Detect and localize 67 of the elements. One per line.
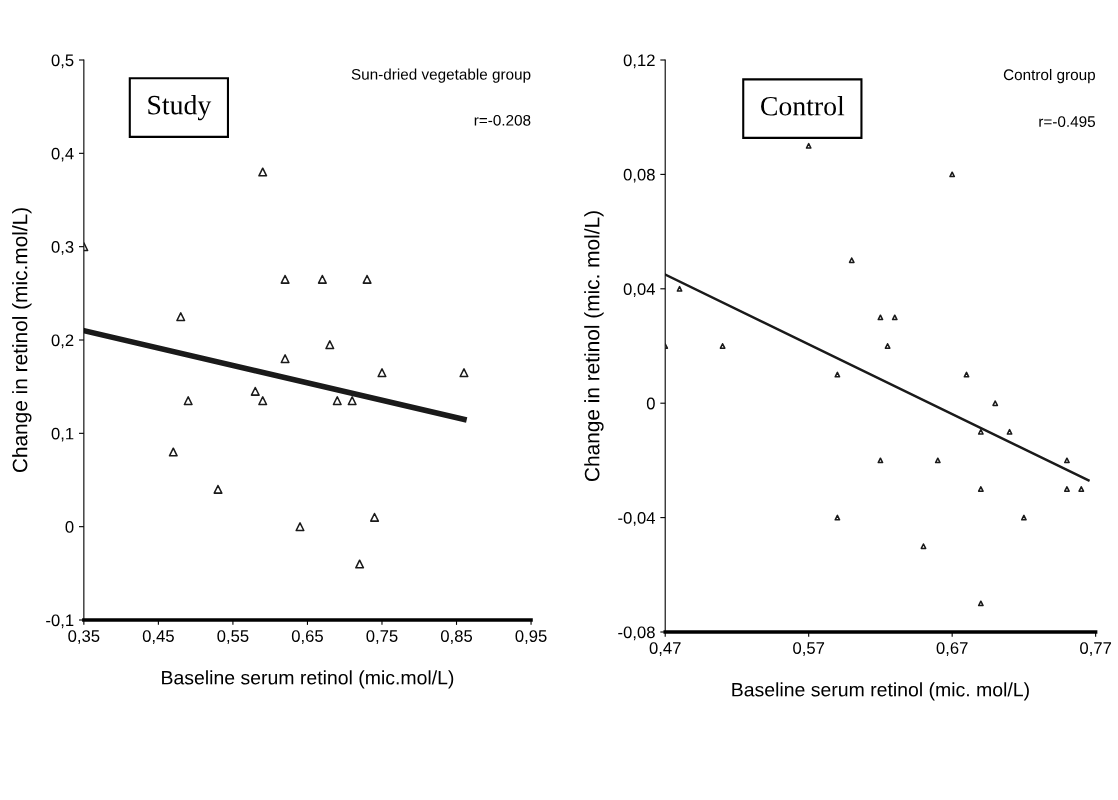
- point: [676, 285, 683, 292]
- point: [1006, 428, 1013, 435]
- x-tick-label: 0,57: [793, 642, 825, 656]
- point: [280, 354, 290, 364]
- point: [183, 396, 193, 406]
- y-tick-label: 0,04: [623, 283, 655, 297]
- point: [213, 484, 223, 494]
- y-tick-label: 0,08: [623, 168, 655, 183]
- point: [332, 396, 342, 406]
- y-tick-label: 0,5: [51, 54, 74, 69]
- point: [355, 559, 365, 569]
- point: [459, 368, 469, 378]
- x-tick-label: 0,95: [515, 630, 547, 644]
- x-tick-label: 0,55: [217, 630, 249, 644]
- y-tick-label: 0,12: [623, 54, 655, 69]
- y-axis-title: Change in retinol (mic.mol/L): [12, 208, 32, 473]
- point: [977, 486, 984, 492]
- point: [834, 514, 841, 521]
- point: [805, 142, 812, 149]
- x-tick-label: 0,47: [649, 642, 681, 656]
- text: Control group: [1003, 68, 1096, 84]
- x-tick-label: 0,67: [936, 642, 968, 656]
- x-tick-label: 0,65: [291, 630, 323, 644]
- x-tick-label: 0,77: [1080, 642, 1112, 656]
- y-tick-label: -0,1: [46, 614, 74, 629]
- point: [325, 340, 335, 350]
- point: [258, 396, 268, 406]
- text: Sun-dried vegetable group: [351, 68, 531, 83]
- y-tick-label: 0: [65, 521, 74, 533]
- x-tick-label: 0,45: [142, 630, 174, 644]
- y-axis-title: Change in retinol (mic. mol/L): [584, 211, 604, 481]
- annotation: r=-0.495: [1039, 116, 1095, 128]
- point: [168, 447, 178, 457]
- point: [1020, 514, 1027, 521]
- point: [347, 396, 357, 406]
- point: [258, 167, 268, 177]
- point: [250, 386, 260, 396]
- x-tick-label: 0,35: [68, 630, 100, 644]
- point: [1063, 486, 1070, 492]
- point: [369, 512, 380, 522]
- y-tick-label: -0,04: [618, 512, 655, 526]
- x-tick-label: 0,85: [440, 630, 473, 644]
- point: [295, 522, 305, 532]
- y-tick-label: -0,08: [618, 626, 655, 641]
- point: [377, 368, 387, 378]
- point: [884, 343, 891, 349]
- point: [317, 274, 327, 284]
- annotation: Control: [761, 96, 845, 116]
- point: [920, 543, 927, 550]
- x-axis-title: Baseline serum retinol (mic.mol/L): [162, 670, 454, 689]
- point: [977, 428, 984, 435]
- point: [719, 343, 726, 349]
- y-tick-label: 0,2: [51, 334, 74, 349]
- point: [963, 371, 970, 378]
- y-tick-label: 0: [646, 397, 655, 410]
- x-axis-title: Baseline serum retinol (mic. mol/L): [732, 682, 1029, 701]
- y-tick-label: 0,3: [51, 241, 74, 255]
- point: [280, 274, 290, 284]
- point: [362, 274, 372, 284]
- point: [176, 312, 186, 322]
- x-tick-label: 0,75: [366, 630, 398, 644]
- annotation: Study: [148, 94, 212, 121]
- point: [834, 371, 841, 378]
- y-tick-label: 0,4: [51, 147, 74, 162]
- annotation: r=-0.208: [474, 114, 531, 126]
- point: [1078, 486, 1085, 492]
- y-tick-label: 0,1: [51, 427, 74, 442]
